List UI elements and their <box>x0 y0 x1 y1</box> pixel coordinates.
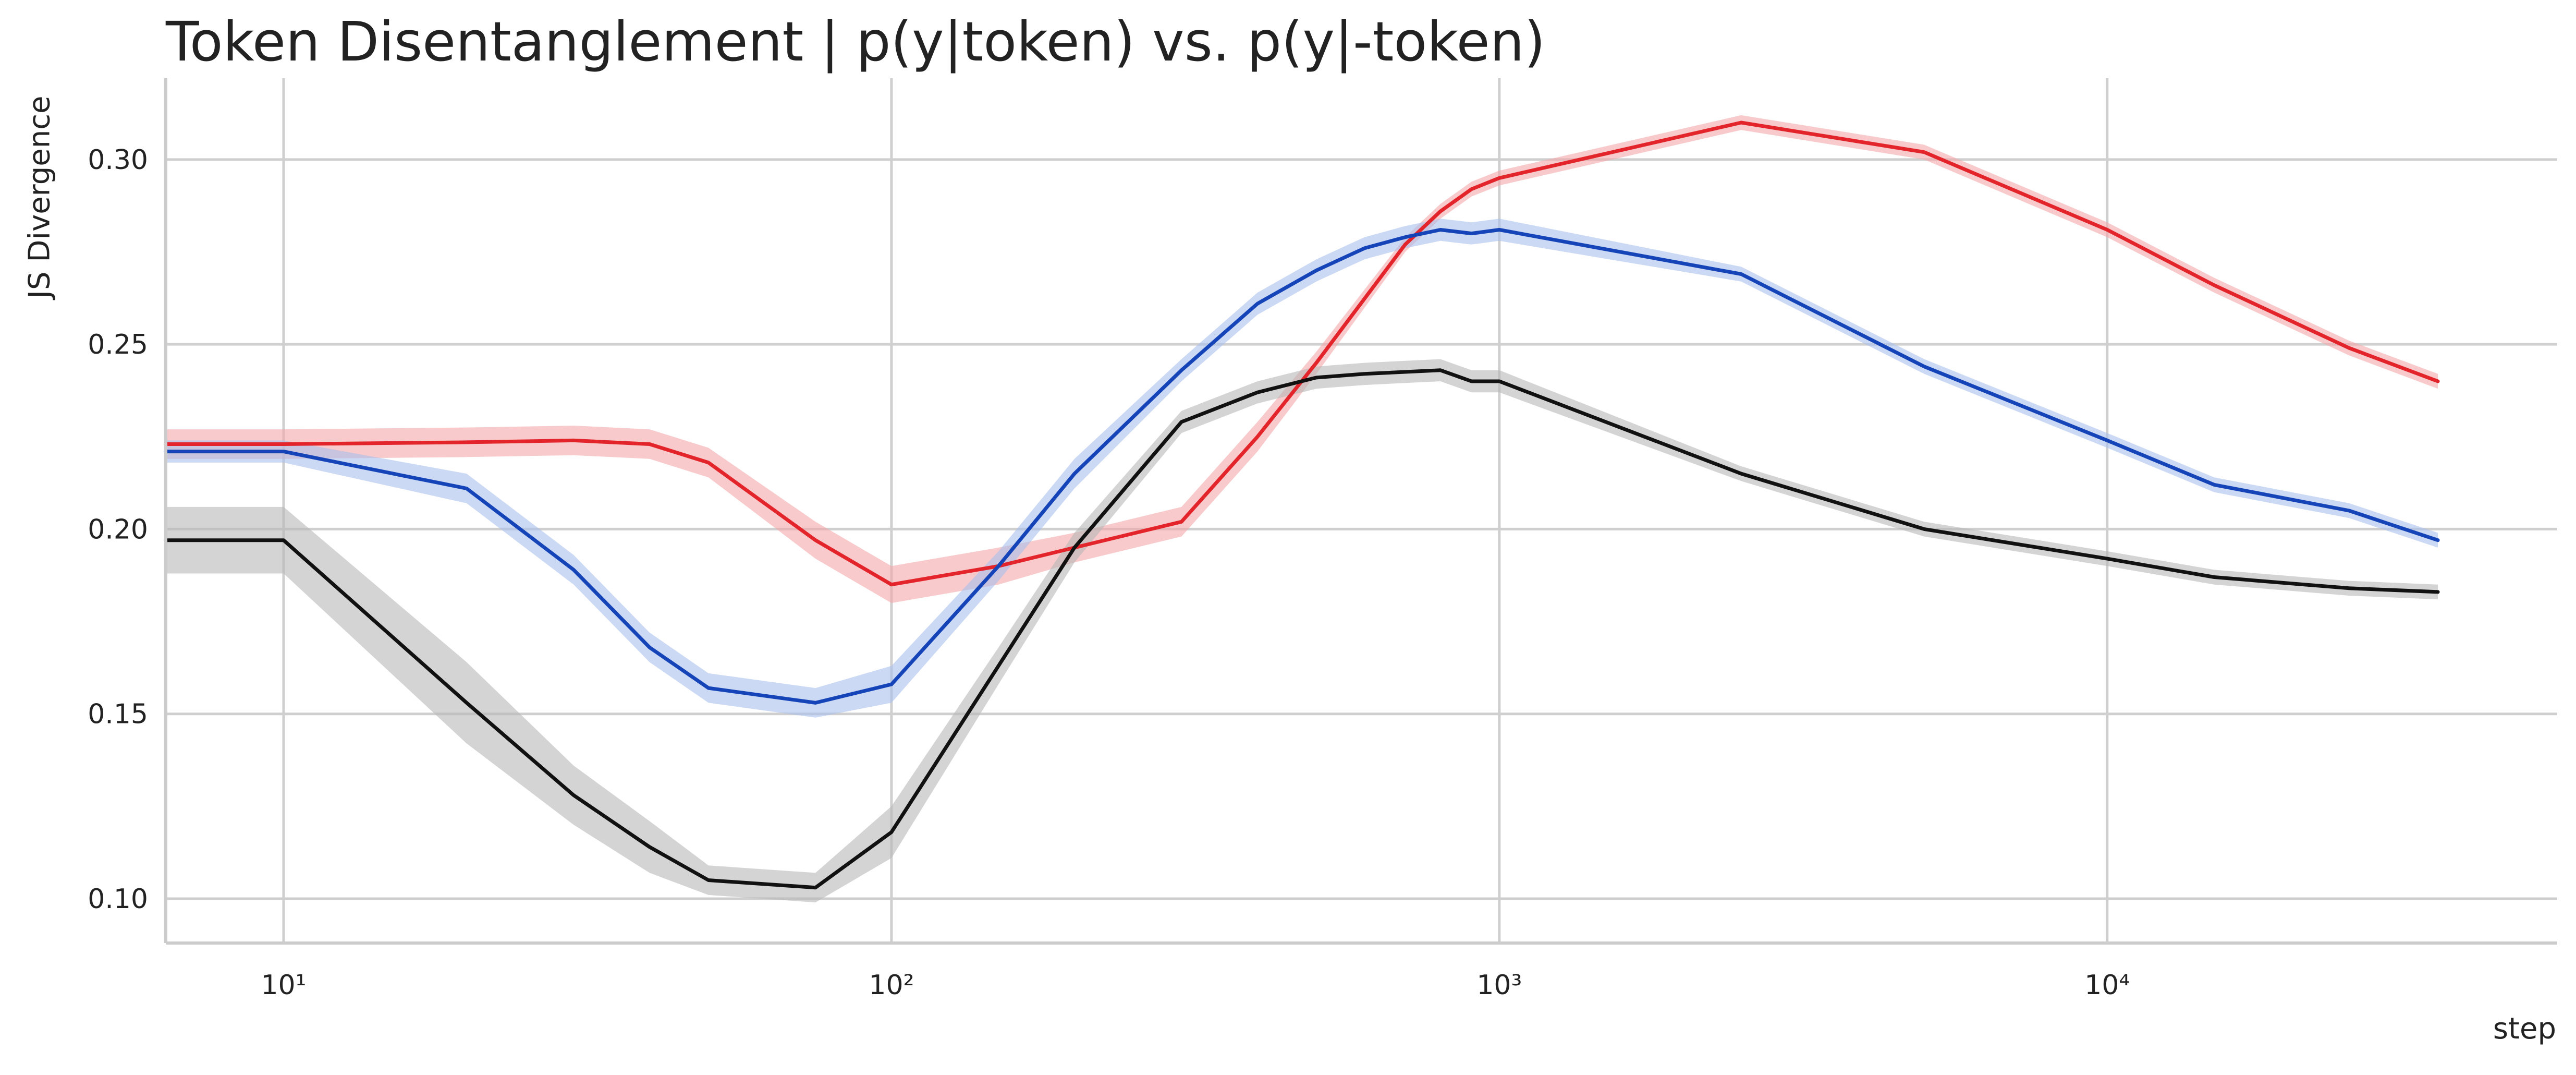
y-tick-label: 0.25 <box>88 329 148 360</box>
confidence-bands <box>166 115 2438 903</box>
x-axis-label: step <box>2493 1012 2556 1046</box>
y-tick-label: 0.20 <box>88 514 148 545</box>
series-lines <box>164 120 2440 890</box>
y-tick-label: 0.15 <box>88 699 148 730</box>
axes <box>164 78 2557 945</box>
x-tick-label: 10⁴ <box>2084 970 2130 1001</box>
y-tick-label: 0.10 <box>88 884 148 915</box>
tick-labels: 0.10 0.15 0.20 0.25 0.30 10¹ 10² 10³ 10⁴ <box>88 144 2130 1001</box>
series-line-1 <box>164 120 2440 587</box>
series-line-3 <box>164 368 2440 890</box>
grid-lines <box>166 78 2557 943</box>
x-tick-label: 10² <box>869 970 914 1001</box>
y-tick-label: 0.30 <box>88 144 148 176</box>
chart-title: Token Disentanglement | p(y|token) vs. p… <box>166 10 1546 74</box>
series-line-2 <box>164 228 2440 705</box>
x-tick-label: 10¹ <box>261 970 306 1001</box>
x-tick-label: 10³ <box>1476 970 1522 1001</box>
confidence-band-2 <box>166 219 2438 718</box>
